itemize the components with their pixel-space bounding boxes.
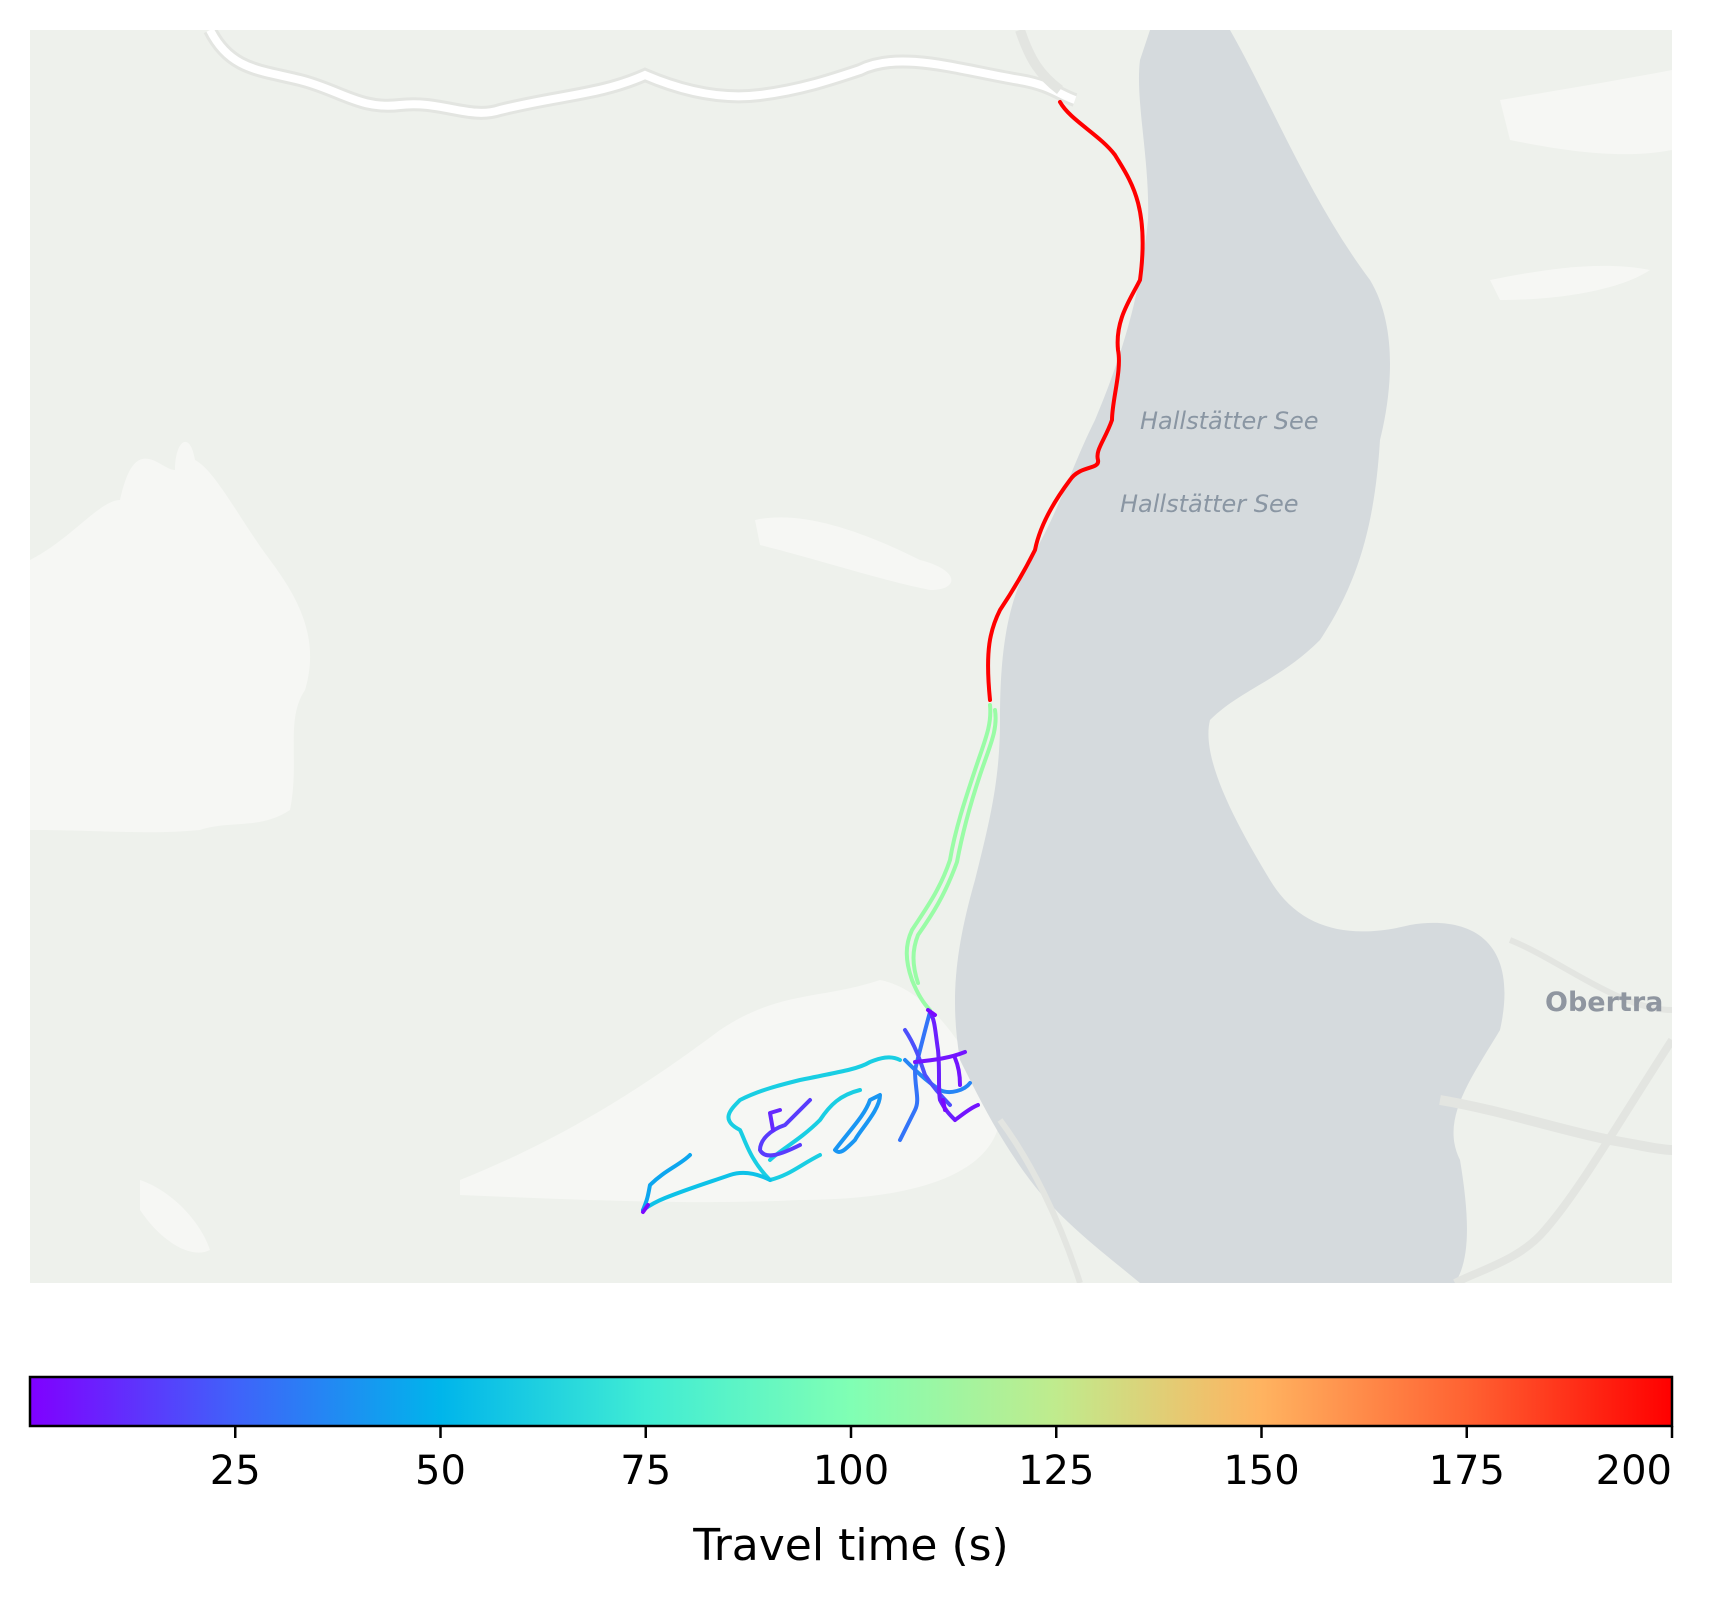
lake-label: Hallstätter See	[1120, 490, 1299, 518]
terrain-patch	[755, 517, 952, 590]
route-segment	[911, 708, 998, 985]
colorbar-label: Travel time (s)	[692, 1520, 1008, 1571]
colorbar-tick-label: 50	[415, 1448, 466, 1494]
colorbar-tick-label: 75	[620, 1448, 671, 1494]
route-segment	[768, 1108, 782, 1132]
terrain-patch	[30, 441, 311, 833]
route-segment	[641, 1153, 692, 1212]
terrain-patch	[1490, 265, 1650, 300]
terrain-patch	[140, 1180, 210, 1253]
colorbar-gradient	[28, 1375, 1674, 1428]
colorbar-tick-label: 200	[1596, 1448, 1672, 1494]
road	[1453, 1037, 1672, 1283]
town-label: Obertra	[1545, 987, 1663, 1018]
basemap: Hallstätter See Hallstätter See Obertra	[30, 30, 1672, 1283]
route-segment	[913, 1050, 980, 1122]
colorbar-tick-label: 125	[1018, 1448, 1094, 1494]
route-segment	[928, 1010, 957, 1122]
lake-label: Hallstätter See	[1140, 407, 1319, 435]
colorbar-tick-label: 100	[813, 1448, 889, 1494]
route-segment	[641, 1170, 772, 1212]
route-segment	[758, 1098, 812, 1158]
lake-hallstatter-see	[955, 30, 1505, 1283]
road	[1439, 1095, 1672, 1155]
colorbar-ticks: 25 50 75 100 125 150 175 200	[210, 1426, 1674, 1494]
road	[997, 1118, 1083, 1283]
colorbar: 25 50 75 100 125 150 175 200 Travel time (s)	[28, 1375, 1674, 1571]
colorbar-tick-label: 25	[210, 1448, 261, 1494]
colorbar-tick-label: 150	[1223, 1448, 1299, 1494]
route-segment	[833, 1093, 882, 1154]
colorbar-tick-label: 175	[1429, 1448, 1505, 1494]
route-segment	[641, 1008, 947, 1214]
terrain-patch	[460, 980, 1000, 1203]
road	[1015, 30, 1064, 94]
road-network	[641, 100, 1145, 1214]
road	[206, 30, 1077, 117]
route-segment	[986, 100, 1145, 702]
route-segment	[898, 1010, 932, 1142]
terrain-patch	[1500, 70, 1672, 155]
road	[1508, 937, 1672, 1013]
route-segment	[904, 703, 993, 1012]
